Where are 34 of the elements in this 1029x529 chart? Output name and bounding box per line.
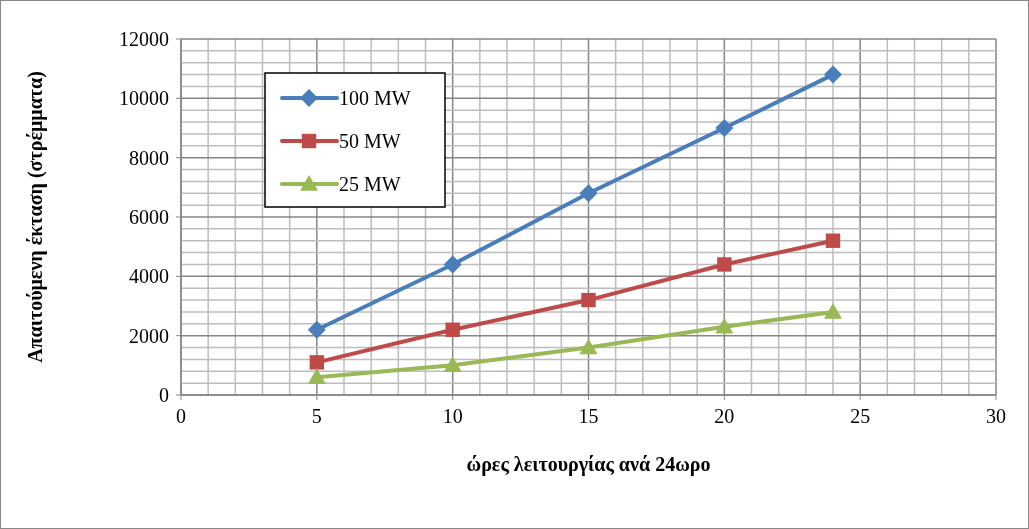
point: [443, 255, 462, 274]
y-tick-label: 6000: [129, 206, 169, 228]
point: [307, 368, 326, 384]
y-tick-label: 0: [159, 384, 169, 406]
point: [825, 233, 841, 248]
x-tick-label: 25: [850, 405, 871, 427]
y-tick-label: 12000: [119, 28, 169, 50]
x-tick-label: 5: [311, 405, 322, 427]
point: [824, 65, 842, 84]
point: [581, 292, 596, 308]
x-tick-label: 30: [986, 405, 1006, 427]
point: [715, 317, 734, 334]
point: [824, 302, 842, 319]
legend-label: 100 MW: [339, 87, 411, 109]
x-tick-label: 0: [176, 405, 186, 427]
x-tick-label: 15: [578, 405, 599, 427]
legend-label: 50 MW: [339, 130, 401, 152]
point: [307, 320, 326, 339]
legend-label: 25 MW: [339, 173, 401, 195]
x-tick-label: 10: [442, 405, 463, 427]
point: [579, 184, 598, 203]
x-tick-label: 20: [714, 405, 735, 427]
y-tick-label: 10000: [119, 87, 169, 110]
point: [715, 119, 734, 137]
point: [443, 356, 462, 373]
y-axis-title: Απαιτούμενη έκταση (στρέμματα): [24, 71, 47, 363]
point: [717, 257, 732, 272]
point: [579, 338, 598, 355]
y-tick-label: 8000: [129, 146, 169, 169]
y-tick-label: 2000: [129, 324, 169, 347]
x-axis-title: ώρες λειτουργίας ανά 24ωρο: [466, 453, 711, 476]
point: [445, 322, 460, 337]
y-tick-label: 4000: [129, 265, 169, 288]
point: [309, 355, 325, 370]
